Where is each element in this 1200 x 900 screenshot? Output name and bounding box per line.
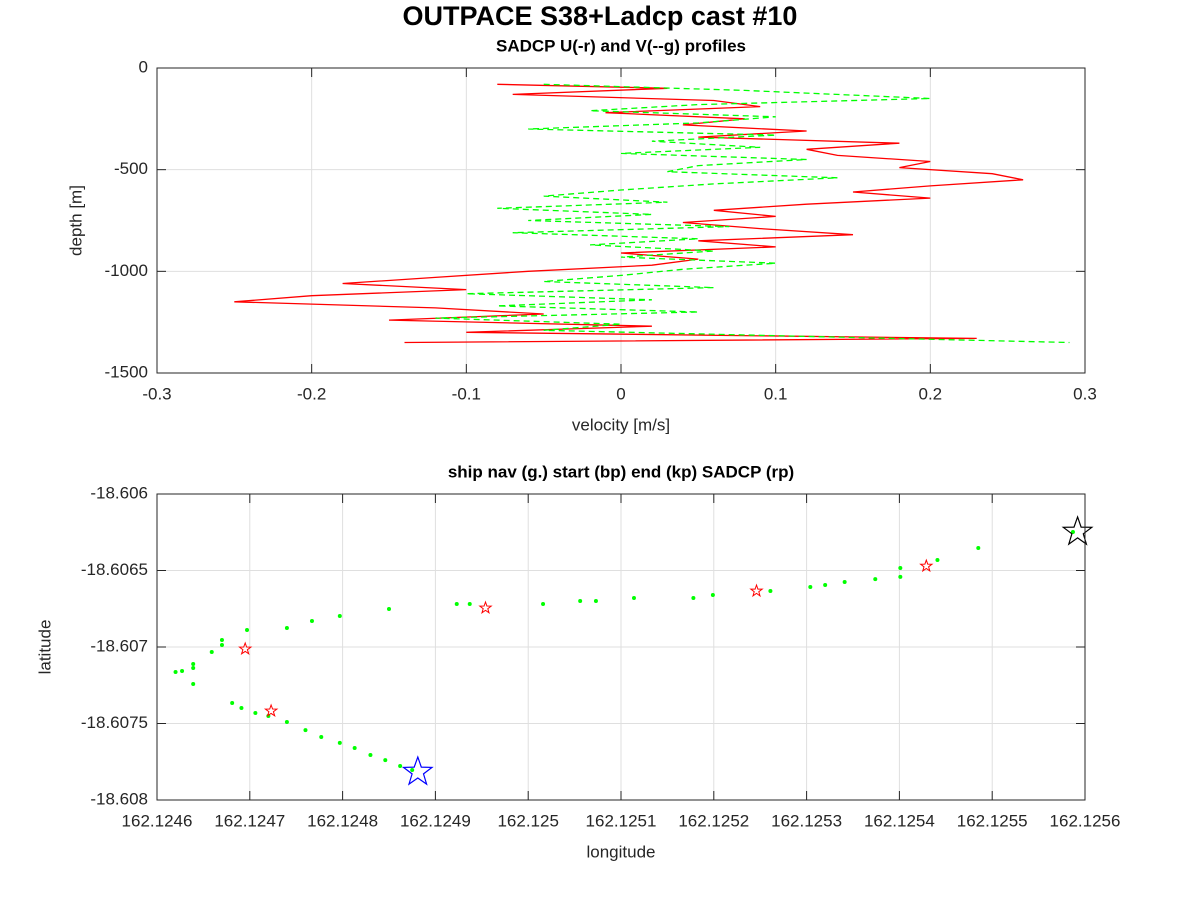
axes-box (156, 493, 1086, 801)
profile-line (234, 83, 1024, 344)
nav-point (387, 607, 391, 612)
nav-point (173, 669, 178, 674)
x-tick-label: 0.3 (1073, 384, 1097, 403)
nav-point (219, 643, 224, 648)
nav-point (808, 585, 813, 590)
nav-point (578, 598, 583, 603)
x-tick-label: 162.1246 (122, 811, 193, 830)
x-axis-label: velocity [m/s] (572, 415, 670, 434)
nav-point (209, 650, 214, 655)
nav-point (191, 665, 196, 670)
nav-point (239, 706, 244, 711)
y-axis-label: depth [m] (66, 185, 85, 256)
nav-point (352, 745, 357, 750)
nav-point (368, 753, 373, 758)
nav-point (593, 598, 598, 603)
nav-point (541, 602, 546, 607)
nav-point (768, 589, 773, 594)
x-tick-label: 162.1256 (1050, 811, 1121, 830)
x-axis-label: longitude (586, 842, 655, 861)
nav-point (284, 719, 289, 724)
nav-point (410, 768, 415, 773)
nav-point (710, 592, 715, 597)
sadcp-star (478, 600, 493, 615)
position-star (1061, 515, 1094, 546)
sadcp-star (238, 641, 253, 656)
y-tick-label: -18.608 (90, 789, 148, 808)
x-tick-label: 162.1251 (586, 811, 657, 830)
nav-point (245, 628, 250, 633)
nav-point (230, 700, 235, 705)
chart-title: ship nav (g.) start (bp) end (kp) SADCP … (448, 462, 794, 481)
x-tick-label: -0.1 (452, 384, 481, 403)
y-tick-label: -500 (114, 159, 148, 178)
figure-title: OUTPACE S38+Ladcp cast #10 (403, 1, 798, 31)
nav-point (842, 579, 847, 584)
y-tick-label: -18.607 (90, 636, 148, 655)
chart-title: SADCP U(-r) and V(--g) profiles (496, 36, 746, 55)
x-tick-label: 162.1247 (214, 811, 285, 830)
nav-point (180, 669, 185, 674)
nav-point (337, 740, 342, 745)
nav-point (873, 577, 878, 582)
x-tick-label: 0.2 (919, 384, 943, 403)
y-axis-label: latitude (35, 620, 54, 675)
nav-point (219, 637, 224, 642)
x-tick-label: 162.1252 (678, 811, 749, 830)
position-star (401, 755, 434, 786)
nav-point (976, 546, 981, 551)
nav-point (691, 596, 696, 601)
y-tick-label: -18.6065 (81, 560, 148, 579)
sadcp-star (749, 583, 764, 598)
x-tick-label: 0 (616, 384, 625, 403)
profile-line (435, 83, 1070, 344)
nav-point (284, 626, 289, 631)
nav-point (303, 728, 308, 733)
x-tick-label: 162.1253 (771, 811, 842, 830)
y-tick-label: -1000 (105, 261, 148, 280)
nav-point (467, 602, 472, 607)
y-tick-label: 0 (139, 57, 148, 76)
nav-point (253, 710, 258, 715)
x-tick-label: -0.3 (142, 384, 171, 403)
x-tick-label: -0.2 (297, 384, 326, 403)
nav-point (337, 613, 342, 618)
x-tick-label: 162.1249 (400, 811, 471, 830)
x-tick-label: 162.1254 (864, 811, 935, 830)
nav-point (383, 758, 388, 763)
x-tick-label: 162.125 (497, 811, 558, 830)
nav-point (191, 682, 196, 687)
axes-box (156, 67, 1086, 374)
x-tick-label: 162.1248 (307, 811, 378, 830)
nav-point (454, 602, 459, 607)
nav-point (935, 557, 940, 562)
nav-point (191, 661, 196, 666)
nav-point (898, 574, 903, 579)
nav-point (631, 596, 636, 601)
nav-point (1070, 529, 1075, 534)
nav-point (309, 618, 314, 623)
x-tick-label: 0.1 (764, 384, 788, 403)
sadcp-star (263, 703, 279, 718)
sadcp-star (919, 558, 934, 573)
y-tick-label: -18.6075 (81, 713, 148, 732)
nav-point (398, 764, 403, 769)
nav-point (823, 583, 828, 588)
nav-point (898, 566, 903, 571)
x-tick-label: 162.1255 (957, 811, 1028, 830)
y-tick-label: -1500 (105, 362, 148, 381)
y-tick-label: -18.606 (90, 483, 148, 502)
nav-point (319, 734, 324, 739)
